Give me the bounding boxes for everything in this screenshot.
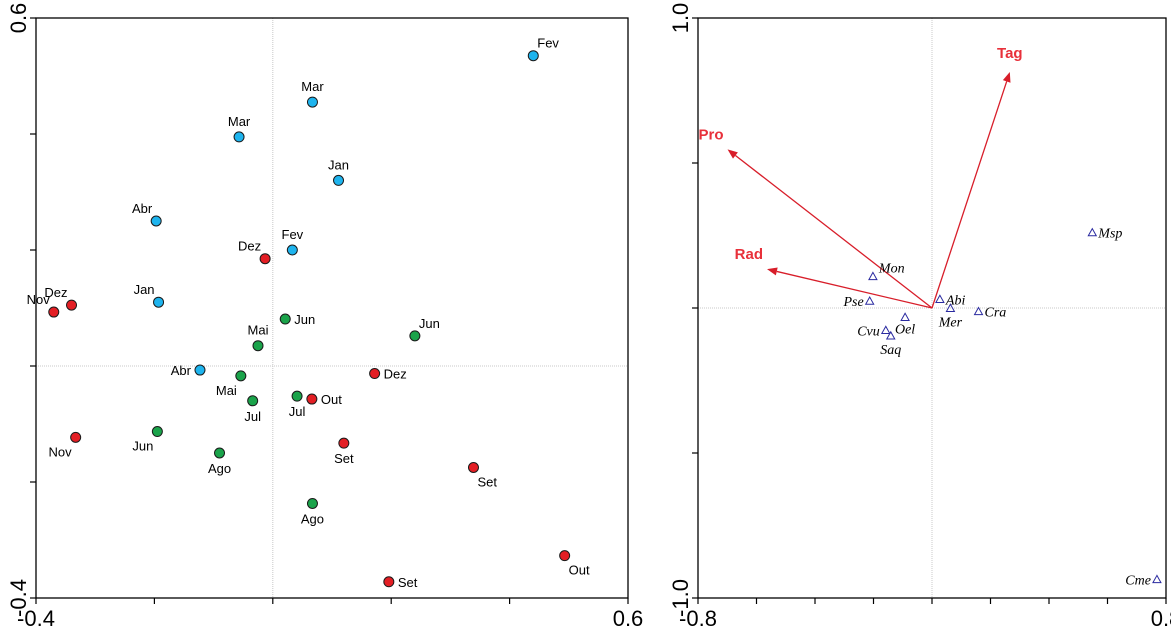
month-point-label: Dez — [384, 367, 407, 382]
month-point-label: Ago — [301, 511, 324, 526]
left-y-tick-label: 0.6 — [6, 3, 31, 34]
month-point-label: Jun — [294, 312, 315, 327]
month-point-green — [247, 395, 259, 407]
month-point-label: Ago — [208, 461, 231, 476]
month-point-green — [291, 390, 303, 402]
species-label: Saq — [880, 343, 901, 358]
month-point-red — [467, 462, 479, 473]
month-point-label: Mai — [248, 323, 269, 338]
month-point-label: Set — [334, 451, 354, 466]
species-label: Mon — [878, 261, 905, 276]
species-label: Mer — [938, 315, 963, 330]
month-point-green — [279, 313, 291, 325]
species-label: Msp — [1097, 227, 1122, 242]
month-point-blue — [286, 244, 298, 256]
month-point-label: Dez — [238, 239, 261, 254]
month-point-red — [559, 550, 571, 562]
month-point-blue — [527, 50, 539, 62]
variable-arrow-head — [727, 149, 738, 159]
month-point-label: Abr — [171, 363, 192, 378]
month-point-red — [338, 437, 350, 449]
species-triangle — [945, 303, 956, 312]
month-point-red — [66, 299, 78, 311]
month-point-red — [383, 576, 395, 588]
month-point-label: Set — [477, 475, 497, 490]
right-x-tick-label: -0.8 — [679, 606, 717, 630]
species-triangle — [885, 330, 896, 340]
month-point-label: Jul — [244, 409, 261, 424]
right-x-tick-label: 0.8 — [1151, 606, 1171, 630]
species-triangle — [973, 306, 984, 316]
left-x-tick-label: 0.6 — [613, 606, 644, 630]
month-point-red — [306, 393, 318, 405]
month-point-blue — [153, 296, 165, 308]
right-plot-biplot: -0.8 0.8 1.0 -1.0 Tag Pro Rad Msp Mon Pse Abi Mer Cr… — [668, 3, 1171, 630]
species-label: Cra — [985, 305, 1007, 320]
variable-arrow-label: Pro — [699, 126, 724, 143]
month-point-label: Out — [569, 563, 590, 578]
variable-arrow-head — [1002, 71, 1011, 83]
species-label: Cme — [1125, 573, 1151, 588]
month-point-red — [48, 306, 60, 318]
left-y-tick-label: -0.4 — [6, 579, 31, 617]
month-point-label: Jan — [134, 282, 155, 297]
month-point-label: Set — [398, 575, 418, 590]
species-label: Pse — [842, 295, 863, 310]
variable-arrow-label: Tag — [997, 45, 1023, 62]
month-point-blue — [306, 96, 318, 108]
species-triangle — [1087, 227, 1098, 237]
month-point-blue — [150, 215, 162, 227]
month-point-label: Mai — [216, 383, 237, 398]
species-triangle — [935, 294, 945, 303]
species-label: Oel — [895, 322, 915, 337]
month-point-green — [252, 340, 264, 352]
variable-arrow-label: Rad — [735, 246, 763, 263]
month-point-red — [369, 368, 381, 380]
month-point-label: Abr — [132, 201, 153, 216]
month-point-red — [259, 253, 271, 265]
month-point-label: Dez — [44, 285, 67, 300]
species-triangle — [1152, 574, 1162, 584]
left-plot-months: -0.4 0.6 0.6 -0.4 Fev Mar Mar Jan Abr Fev Jan Abr De… — [6, 3, 643, 630]
month-point-label: Fev — [282, 227, 304, 242]
variable-arrow-head — [767, 267, 778, 276]
variable-arrow-line — [735, 154, 933, 309]
species-label: Cvu — [857, 324, 880, 339]
month-point-label: Fev — [537, 36, 559, 51]
month-point-label: Nov — [49, 444, 73, 459]
month-point-green — [235, 370, 247, 382]
left-frame — [35, 17, 629, 599]
month-point-label: Jun — [132, 439, 153, 454]
species-triangle — [900, 312, 910, 321]
species-triangle — [868, 271, 878, 281]
month-point-label: Jul — [289, 404, 306, 419]
month-point-red — [70, 431, 82, 443]
month-point-blue — [233, 131, 245, 143]
variable-arrow-line — [776, 270, 933, 309]
month-point-green — [214, 447, 226, 459]
month-point-label: Mar — [301, 79, 324, 94]
month-point-blue — [194, 364, 206, 376]
month-point-blue — [333, 174, 345, 186]
month-point-label: Jun — [419, 316, 440, 331]
right-y-tick-label: -1.0 — [668, 579, 693, 617]
right-y-tick-label: 1.0 — [668, 3, 693, 34]
left-x-tick-label: -0.4 — [17, 606, 55, 630]
variable-arrow-line — [931, 81, 1008, 309]
species-label: Abi — [945, 293, 966, 308]
month-point-green — [306, 497, 318, 509]
month-point-green — [151, 426, 163, 438]
month-point-label: Out — [321, 392, 342, 407]
month-point-label: Nov — [27, 292, 51, 307]
species-triangle — [880, 325, 891, 335]
month-point-label: Jan — [328, 157, 349, 172]
month-point-label: Mar — [228, 114, 251, 129]
month-point-green — [409, 330, 421, 342]
species-triangle — [864, 296, 875, 305]
